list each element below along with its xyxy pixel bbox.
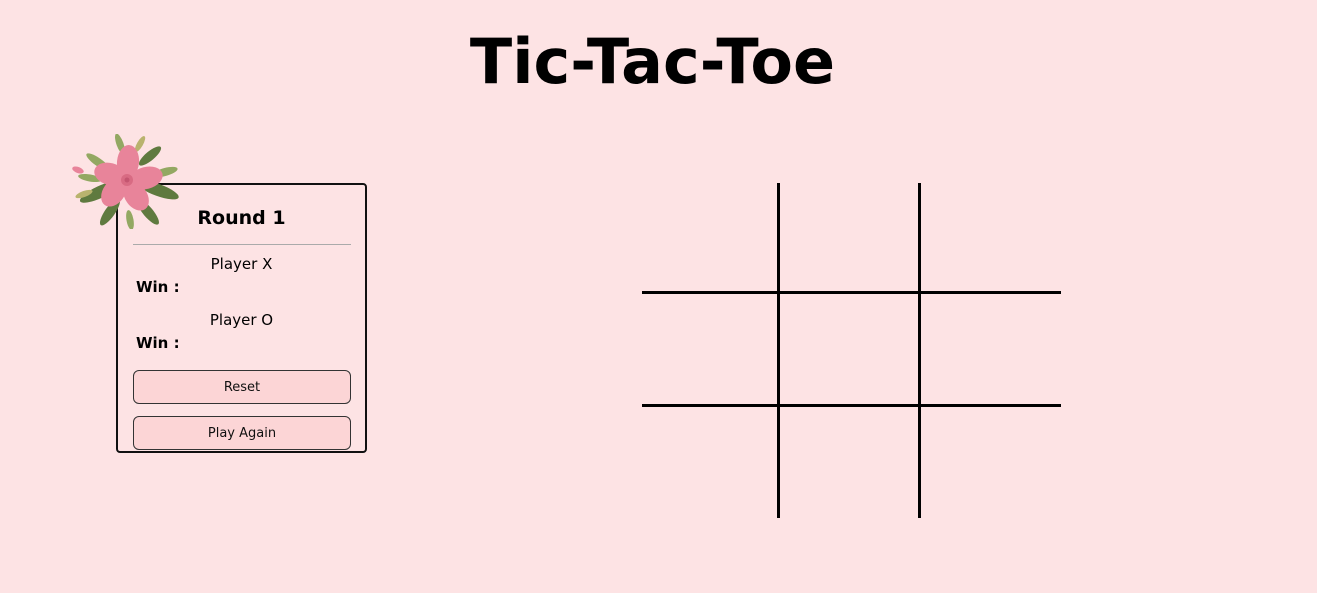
board-cell-8[interactable] <box>780 407 921 518</box>
player-x-name: Player X <box>210 255 273 273</box>
flower-icon <box>72 134 179 229</box>
reset-button[interactable]: Reset <box>133 370 351 404</box>
board-cell-3[interactable] <box>921 183 1061 294</box>
page-title: Tic-Tac-Toe <box>469 25 836 98</box>
board-cell-5[interactable] <box>780 294 921 407</box>
player-o-name: Player O <box>209 311 274 329</box>
game-board <box>642 183 1061 518</box>
divider <box>133 244 351 245</box>
player-o-win-label: Win : <box>136 334 180 352</box>
board-cell-7[interactable] <box>642 407 780 518</box>
round-title: Round 1 <box>197 207 286 229</box>
score-panel: Round 1 Player X Win : Player O Win : Re… <box>116 183 367 453</box>
board-cell-1[interactable] <box>642 183 780 294</box>
player-o-wins: Win : <box>136 334 184 352</box>
board-cell-2[interactable] <box>780 183 921 294</box>
board-cell-9[interactable] <box>921 407 1061 518</box>
player-x-wins: Win : <box>136 278 184 296</box>
play-again-button[interactable]: Play Again <box>133 416 351 450</box>
board-cell-6[interactable] <box>921 294 1061 407</box>
player-x-win-label: Win : <box>136 278 180 296</box>
board-cell-4[interactable] <box>642 294 780 407</box>
